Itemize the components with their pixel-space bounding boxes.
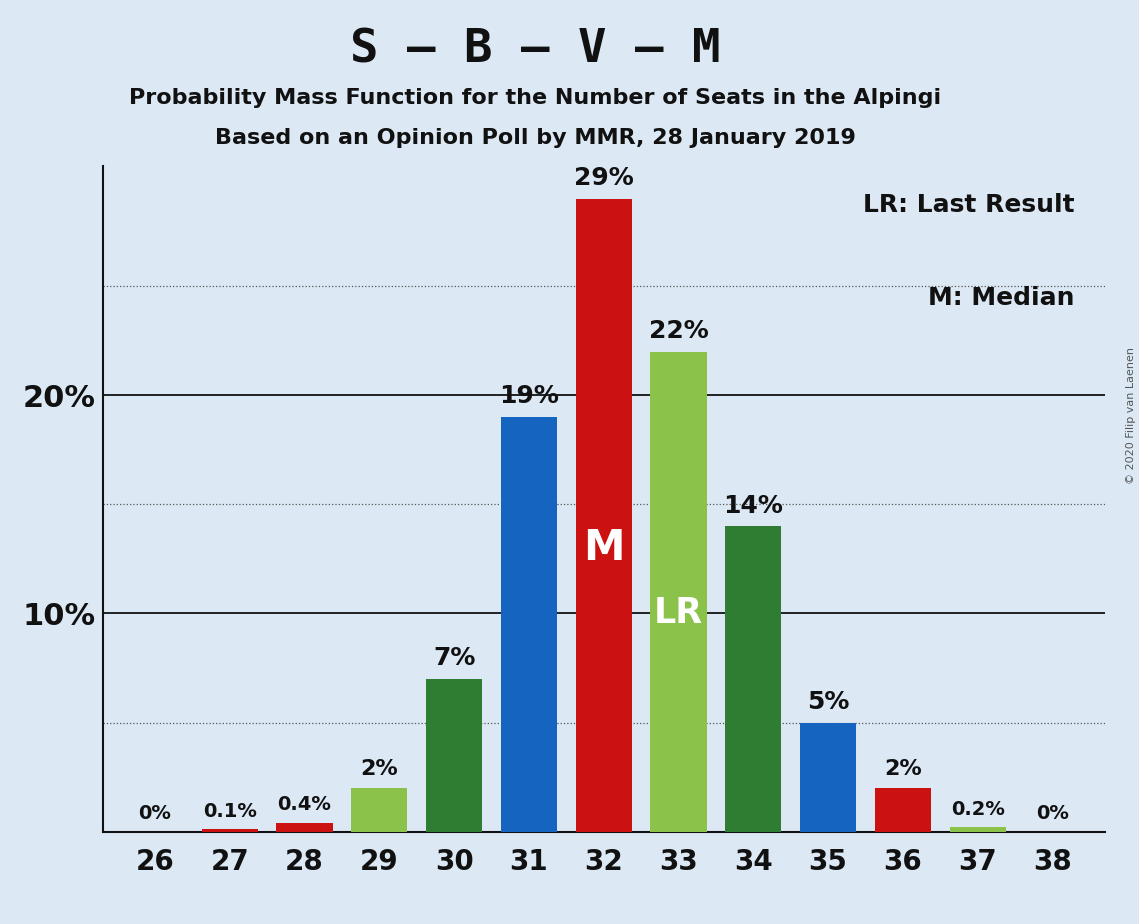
Text: Based on an Opinion Poll by MMR, 28 January 2019: Based on an Opinion Poll by MMR, 28 Janu… <box>215 128 855 148</box>
Bar <box>426 679 482 832</box>
Text: LR: LR <box>654 597 703 630</box>
Bar <box>650 352 706 832</box>
Bar <box>875 788 931 832</box>
Text: 0%: 0% <box>139 804 171 823</box>
Text: 7%: 7% <box>433 646 475 670</box>
Text: 0%: 0% <box>1036 804 1068 823</box>
Text: 19%: 19% <box>499 384 559 408</box>
Bar <box>950 827 1006 832</box>
Text: 14%: 14% <box>723 493 784 517</box>
Text: Probability Mass Function for the Number of Seats in the Alpingi: Probability Mass Function for the Number… <box>129 88 942 108</box>
Text: S – B – V – M: S – B – V – M <box>350 28 721 73</box>
Text: 22%: 22% <box>648 319 708 343</box>
Text: 2%: 2% <box>884 760 921 779</box>
Bar <box>726 527 781 832</box>
Text: M: M <box>583 527 624 569</box>
Bar <box>351 788 408 832</box>
Bar <box>277 823 333 832</box>
Text: 29%: 29% <box>574 166 633 190</box>
Bar <box>501 417 557 832</box>
Text: M: Median: M: Median <box>928 286 1075 310</box>
Bar <box>800 723 857 832</box>
Bar <box>575 199 632 832</box>
Text: 0.2%: 0.2% <box>951 799 1005 819</box>
Text: 0.4%: 0.4% <box>278 796 331 814</box>
Text: 2%: 2% <box>360 760 399 779</box>
Bar <box>202 830 257 832</box>
Text: 5%: 5% <box>806 690 850 714</box>
Text: © 2020 Filip van Laenen: © 2020 Filip van Laenen <box>1126 347 1136 484</box>
Text: 0.1%: 0.1% <box>203 802 256 821</box>
Text: LR: Last Result: LR: Last Result <box>863 193 1075 217</box>
